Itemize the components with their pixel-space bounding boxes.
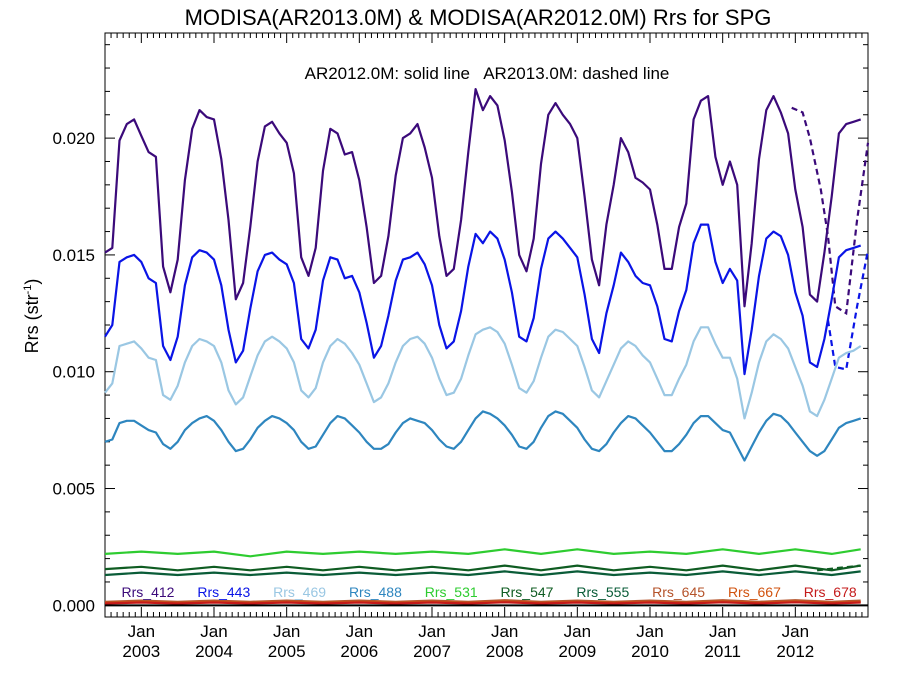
x-tick-year-label: 2008 bbox=[486, 642, 524, 661]
legend-item-rrs-469: Rrs_469 bbox=[273, 584, 326, 600]
x-tick-month-label: Jan bbox=[636, 622, 663, 641]
x-tick-month-label: Jan bbox=[782, 622, 809, 641]
x-tick-month-label: Jan bbox=[418, 622, 445, 641]
plot-frame bbox=[104, 32, 869, 618]
y-tick-label: 0.000 bbox=[52, 596, 95, 615]
x-tick-year-label: 2012 bbox=[776, 642, 814, 661]
chart-title: MODISA(AR2013.0M) & MODISA(AR2012.0M) Rr… bbox=[185, 5, 772, 30]
y-tick-label: 0.015 bbox=[52, 246, 95, 265]
x-tick-month-label: Jan bbox=[564, 622, 591, 641]
legend-item-rrs-667: Rrs_667 bbox=[728, 584, 781, 600]
series-line-rrs-531 bbox=[104, 548, 861, 558]
x-tick-year-label: 2010 bbox=[631, 642, 669, 661]
series-layer bbox=[104, 87, 870, 605]
x-tick-month-label: Jan bbox=[346, 622, 373, 641]
x-tick-year-label: 2007 bbox=[413, 642, 451, 661]
y-axis: 0.000 0.005 0.010 0.015 0.020 bbox=[52, 44, 868, 615]
x-tick-year-label: 2003 bbox=[122, 642, 160, 661]
series-line-rrs-412 bbox=[104, 87, 862, 308]
legend-item-rrs-412: Rrs_412 bbox=[122, 584, 175, 600]
x-tick-year-label: 2009 bbox=[558, 642, 596, 661]
x-tick-month-label: Jan bbox=[200, 622, 227, 641]
legend-item-rrs-531: Rrs_531 bbox=[425, 584, 478, 600]
legend-item-rrs-443: Rrs_443 bbox=[197, 584, 250, 600]
series-line-rrs-443 bbox=[104, 223, 862, 376]
y-tick-label: 0.010 bbox=[52, 363, 95, 382]
legend-item-rrs-488: Rrs_488 bbox=[349, 584, 402, 600]
series-line-rrs-555 bbox=[104, 570, 861, 577]
x-tick-year-label: 2004 bbox=[195, 642, 233, 661]
y-axis-label: Rrs (str-1) bbox=[22, 279, 42, 354]
x-tick-year-label: 2011 bbox=[704, 642, 741, 661]
y-axis-label-text: Rrs (str bbox=[22, 294, 42, 353]
x-tick-month-label: Jan bbox=[491, 622, 518, 641]
series-line-rrs-645 bbox=[104, 599, 861, 603]
series-dashed-line-rrs-547 bbox=[816, 564, 861, 572]
legend-item-rrs-678: Rrs_678 bbox=[804, 584, 857, 600]
series-dashed-line-rrs-412 bbox=[791, 106, 870, 316]
line-style-annotation: AR2012.0M: solid line AR2013.0M: dashed … bbox=[305, 64, 670, 83]
legend-item-rrs-645: Rrs_645 bbox=[652, 584, 705, 600]
x-tick-year-label: 2005 bbox=[268, 642, 306, 661]
x-tick-month-label: Jan bbox=[273, 622, 300, 641]
legend-item-rrs-547: Rrs_547 bbox=[501, 584, 554, 600]
series-dashed-line-rrs-443 bbox=[826, 249, 870, 371]
y-axis-label-close: ) bbox=[22, 279, 42, 285]
x-tick-year-label: 2006 bbox=[340, 642, 378, 661]
y-tick-label: 0.005 bbox=[52, 480, 95, 499]
legend: Rrs_412 Rrs_443 Rrs_469 Rrs_488 Rrs_531 Rrs_5… bbox=[122, 584, 857, 600]
legend-item-rrs-555: Rrs_555 bbox=[576, 584, 629, 600]
x-tick-month-label: Jan bbox=[128, 622, 155, 641]
series-line-rrs-469 bbox=[104, 326, 862, 420]
y-tick-label: 0.020 bbox=[52, 129, 95, 148]
x-tick-month-label: Jan bbox=[709, 622, 736, 641]
series-line-rrs-488 bbox=[104, 410, 862, 462]
x-axis: Jan2003Jan2004Jan2005Jan2006Jan2007Jan20… bbox=[104, 33, 869, 661]
series-line-rrs-678 bbox=[104, 601, 861, 605]
series-line-rrs-547 bbox=[104, 564, 861, 572]
y-axis-label-superscript: -1 bbox=[22, 285, 34, 295]
